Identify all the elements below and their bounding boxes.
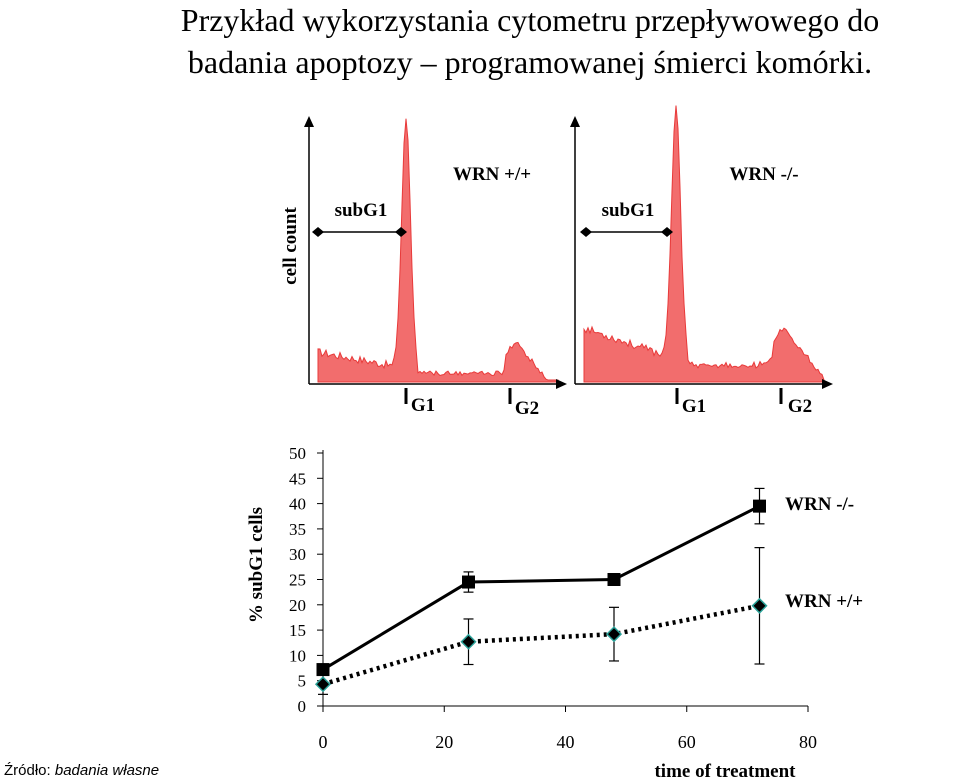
histogram-2-x-arrow-icon — [822, 379, 833, 389]
histogram-2-g1-label: G1 — [682, 396, 706, 417]
histogram-1-g1-label: G1 — [411, 395, 435, 416]
histogram-2-bracket-left-icon — [580, 227, 592, 237]
y-tick-label: 45 — [289, 469, 306, 488]
x-tick-label: 40 — [557, 732, 575, 752]
y-tick-label: 0 — [298, 697, 307, 716]
histogram-1-g2-label: G2 — [515, 398, 539, 419]
data-point — [462, 575, 475, 589]
histogram-1-title: WRN +/+ — [453, 164, 531, 185]
data-point — [753, 499, 766, 513]
legend-label-wrn-plus: WRN +/+ — [785, 591, 863, 612]
x-tick-label: 80 — [799, 732, 817, 752]
y-tick-label: 50 — [289, 444, 306, 463]
histogram-2-region-label: subG1 — [602, 200, 655, 221]
chart-series — [314, 487, 768, 695]
series-wrn-minus — [316, 487, 766, 677]
histogram-2-g2-label: G2 — [788, 396, 812, 417]
data-point — [607, 573, 621, 586]
page-title-line-1: Przykład wykorzystania cytometru przepły… — [180, 2, 880, 38]
chart-y-label: % subG1 cells — [246, 507, 267, 623]
data-point — [605, 626, 623, 643]
histogram-1-region-label: subG1 — [335, 200, 388, 221]
source-note: Źródło: badania własne — [4, 762, 159, 779]
histogram-1-y-arrow-icon — [304, 116, 314, 127]
y-tick-label: 40 — [289, 495, 306, 514]
y-tick-label: 20 — [289, 596, 306, 615]
histogram-panel-wrn-plus: WRN +/+ subG1 G1 G2 — [304, 116, 567, 419]
histogram-1-bracket-left-icon — [312, 227, 324, 237]
histogram-y-label: cell count — [280, 207, 301, 285]
y-tick-label: 25 — [289, 571, 306, 590]
series-line — [321, 504, 761, 672]
legend-label-wrn-minus: WRN -/- — [785, 494, 854, 515]
x-tick-label: 0 — [319, 732, 328, 752]
histogram-2-y-arrow-icon — [570, 116, 580, 127]
data-point — [460, 633, 477, 650]
y-tick-label: 5 — [298, 672, 307, 691]
y-tick-label: 35 — [289, 520, 306, 539]
histogram-1-x-arrow-icon — [556, 379, 567, 389]
histogram-1-area — [317, 118, 559, 383]
y-tick-label: 15 — [289, 621, 306, 640]
histogram-2-area — [583, 105, 825, 383]
y-tick-label: 10 — [289, 646, 306, 665]
source-label: Źródło: — [4, 762, 51, 779]
x-tick-label: 60 — [678, 732, 696, 752]
data-point — [751, 597, 768, 614]
histogram-1-bracket-right-icon — [395, 227, 407, 237]
page-title-line-2: badania apoptozy – programowanej śmierci… — [187, 44, 873, 80]
data-point — [314, 676, 332, 693]
x-tick-label: 20 — [435, 732, 453, 752]
histogram-2-bracket-right-icon — [661, 227, 673, 237]
chart-x-ticks: 0 20 40 60 80 — [319, 706, 817, 752]
line-chart: 0 5 10 15 20 25 30 35 40 45 50 0 20 40 60 80 % subG1 c… — [246, 444, 863, 782]
y-tick-label: 30 — [289, 545, 306, 564]
data-point — [316, 663, 330, 677]
series-line — [322, 603, 760, 687]
histogram-2-title: WRN -/- — [729, 164, 798, 185]
source-value: badania własne — [54, 762, 160, 779]
histogram-panel-wrn-minus: WRN -/- subG1 G1 G2 — [570, 105, 833, 417]
series-wrn-plus — [314, 547, 768, 695]
chart-x-label: time of treatment — [654, 761, 796, 782]
chart-y-ticks: 0 5 10 15 20 25 30 35 40 45 50 — [289, 444, 323, 716]
